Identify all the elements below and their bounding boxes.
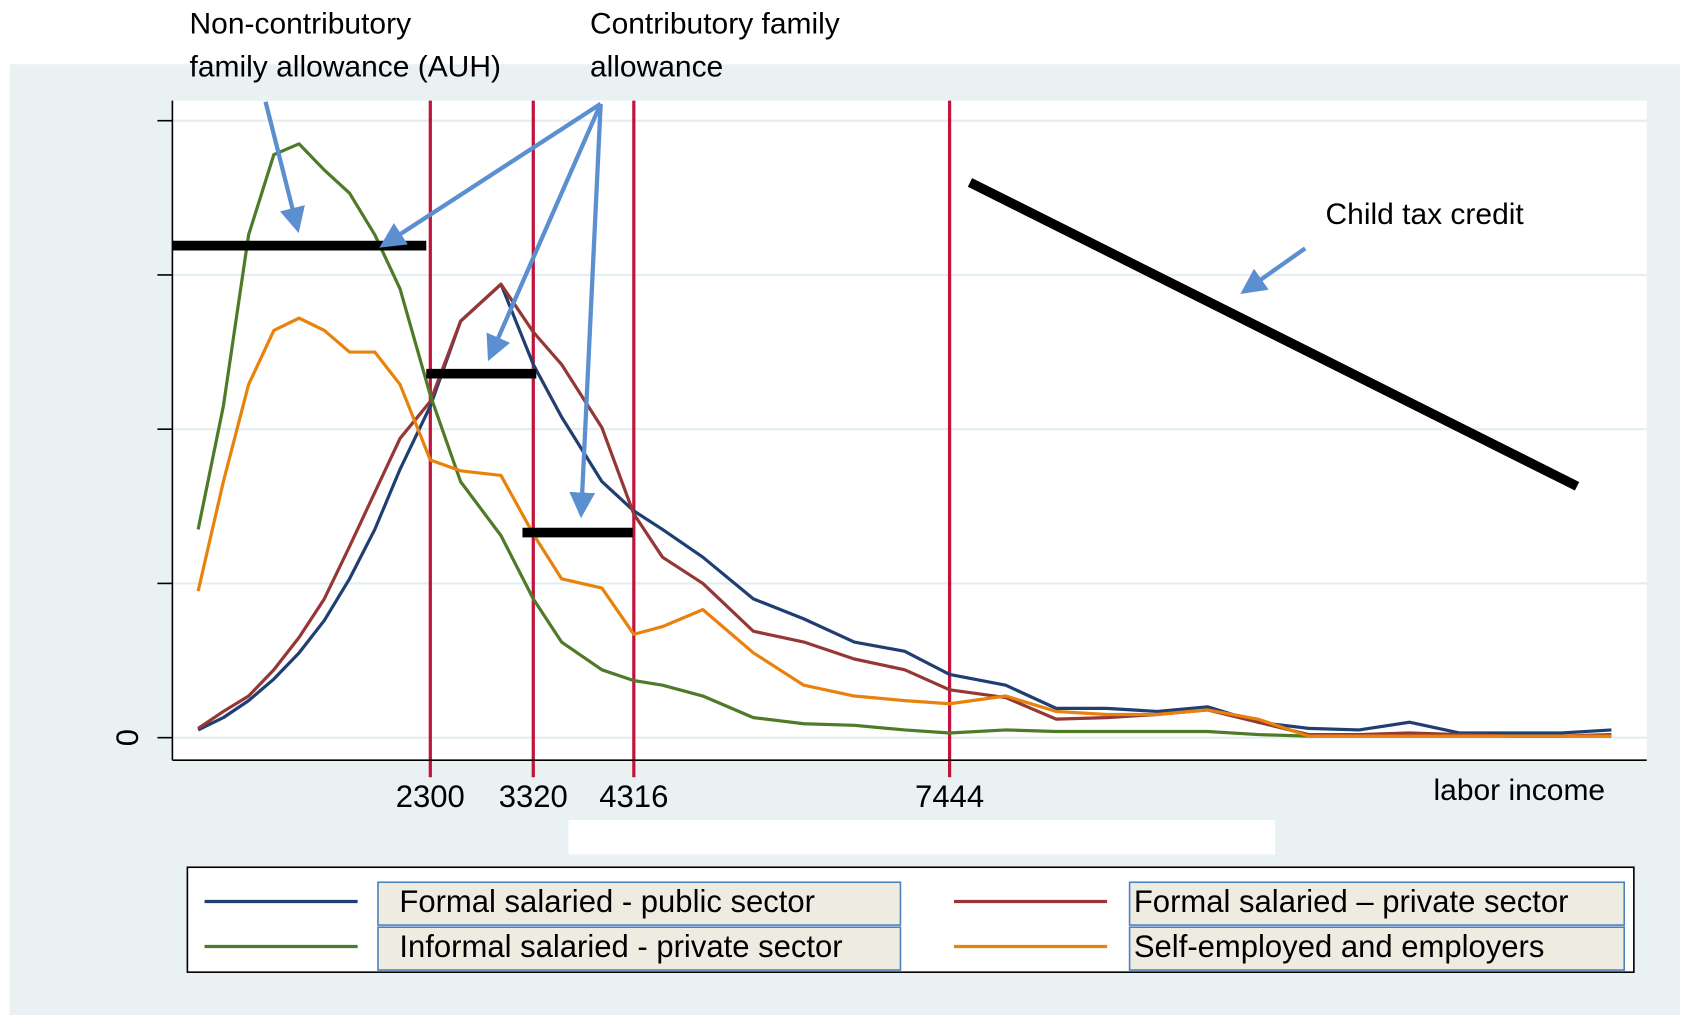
legend-items: Formal salaried - public sector Formal sa… [204,881,1626,971]
legend-label: Self-employed and employers [1134,929,1545,964]
x-tick-label: 7444 [915,779,984,814]
legend-label: Formal salaried – private sector [1134,884,1569,919]
legend-label-box [377,926,902,971]
annotation: Non-contributory [190,8,412,41]
annotation: Child tax credit [1326,198,1525,231]
legend-label: Informal salaried - private sector [399,929,842,964]
series-line [197,282,1612,735]
legend-label-box [377,881,902,926]
cover [568,820,1276,855]
x-axis-label: labor income [1434,774,1606,807]
annotation: allowance [590,50,723,83]
legend-label-box [1128,881,1626,926]
legend-label: Formal salaried - public sector [399,884,815,919]
arrows [263,101,1307,519]
annotation: family allowance (AUH) [190,50,501,83]
y-tick-label: 0 [110,729,145,746]
legend-label-box [1128,926,1626,971]
benefit-segment [967,178,1580,491]
x-tick-label: 4316 [599,779,668,814]
series-line [196,316,1612,738]
x-tick-label: 2300 [396,779,465,814]
annotation: Contributory family [590,8,840,41]
x-tick-label: 3320 [499,779,568,814]
